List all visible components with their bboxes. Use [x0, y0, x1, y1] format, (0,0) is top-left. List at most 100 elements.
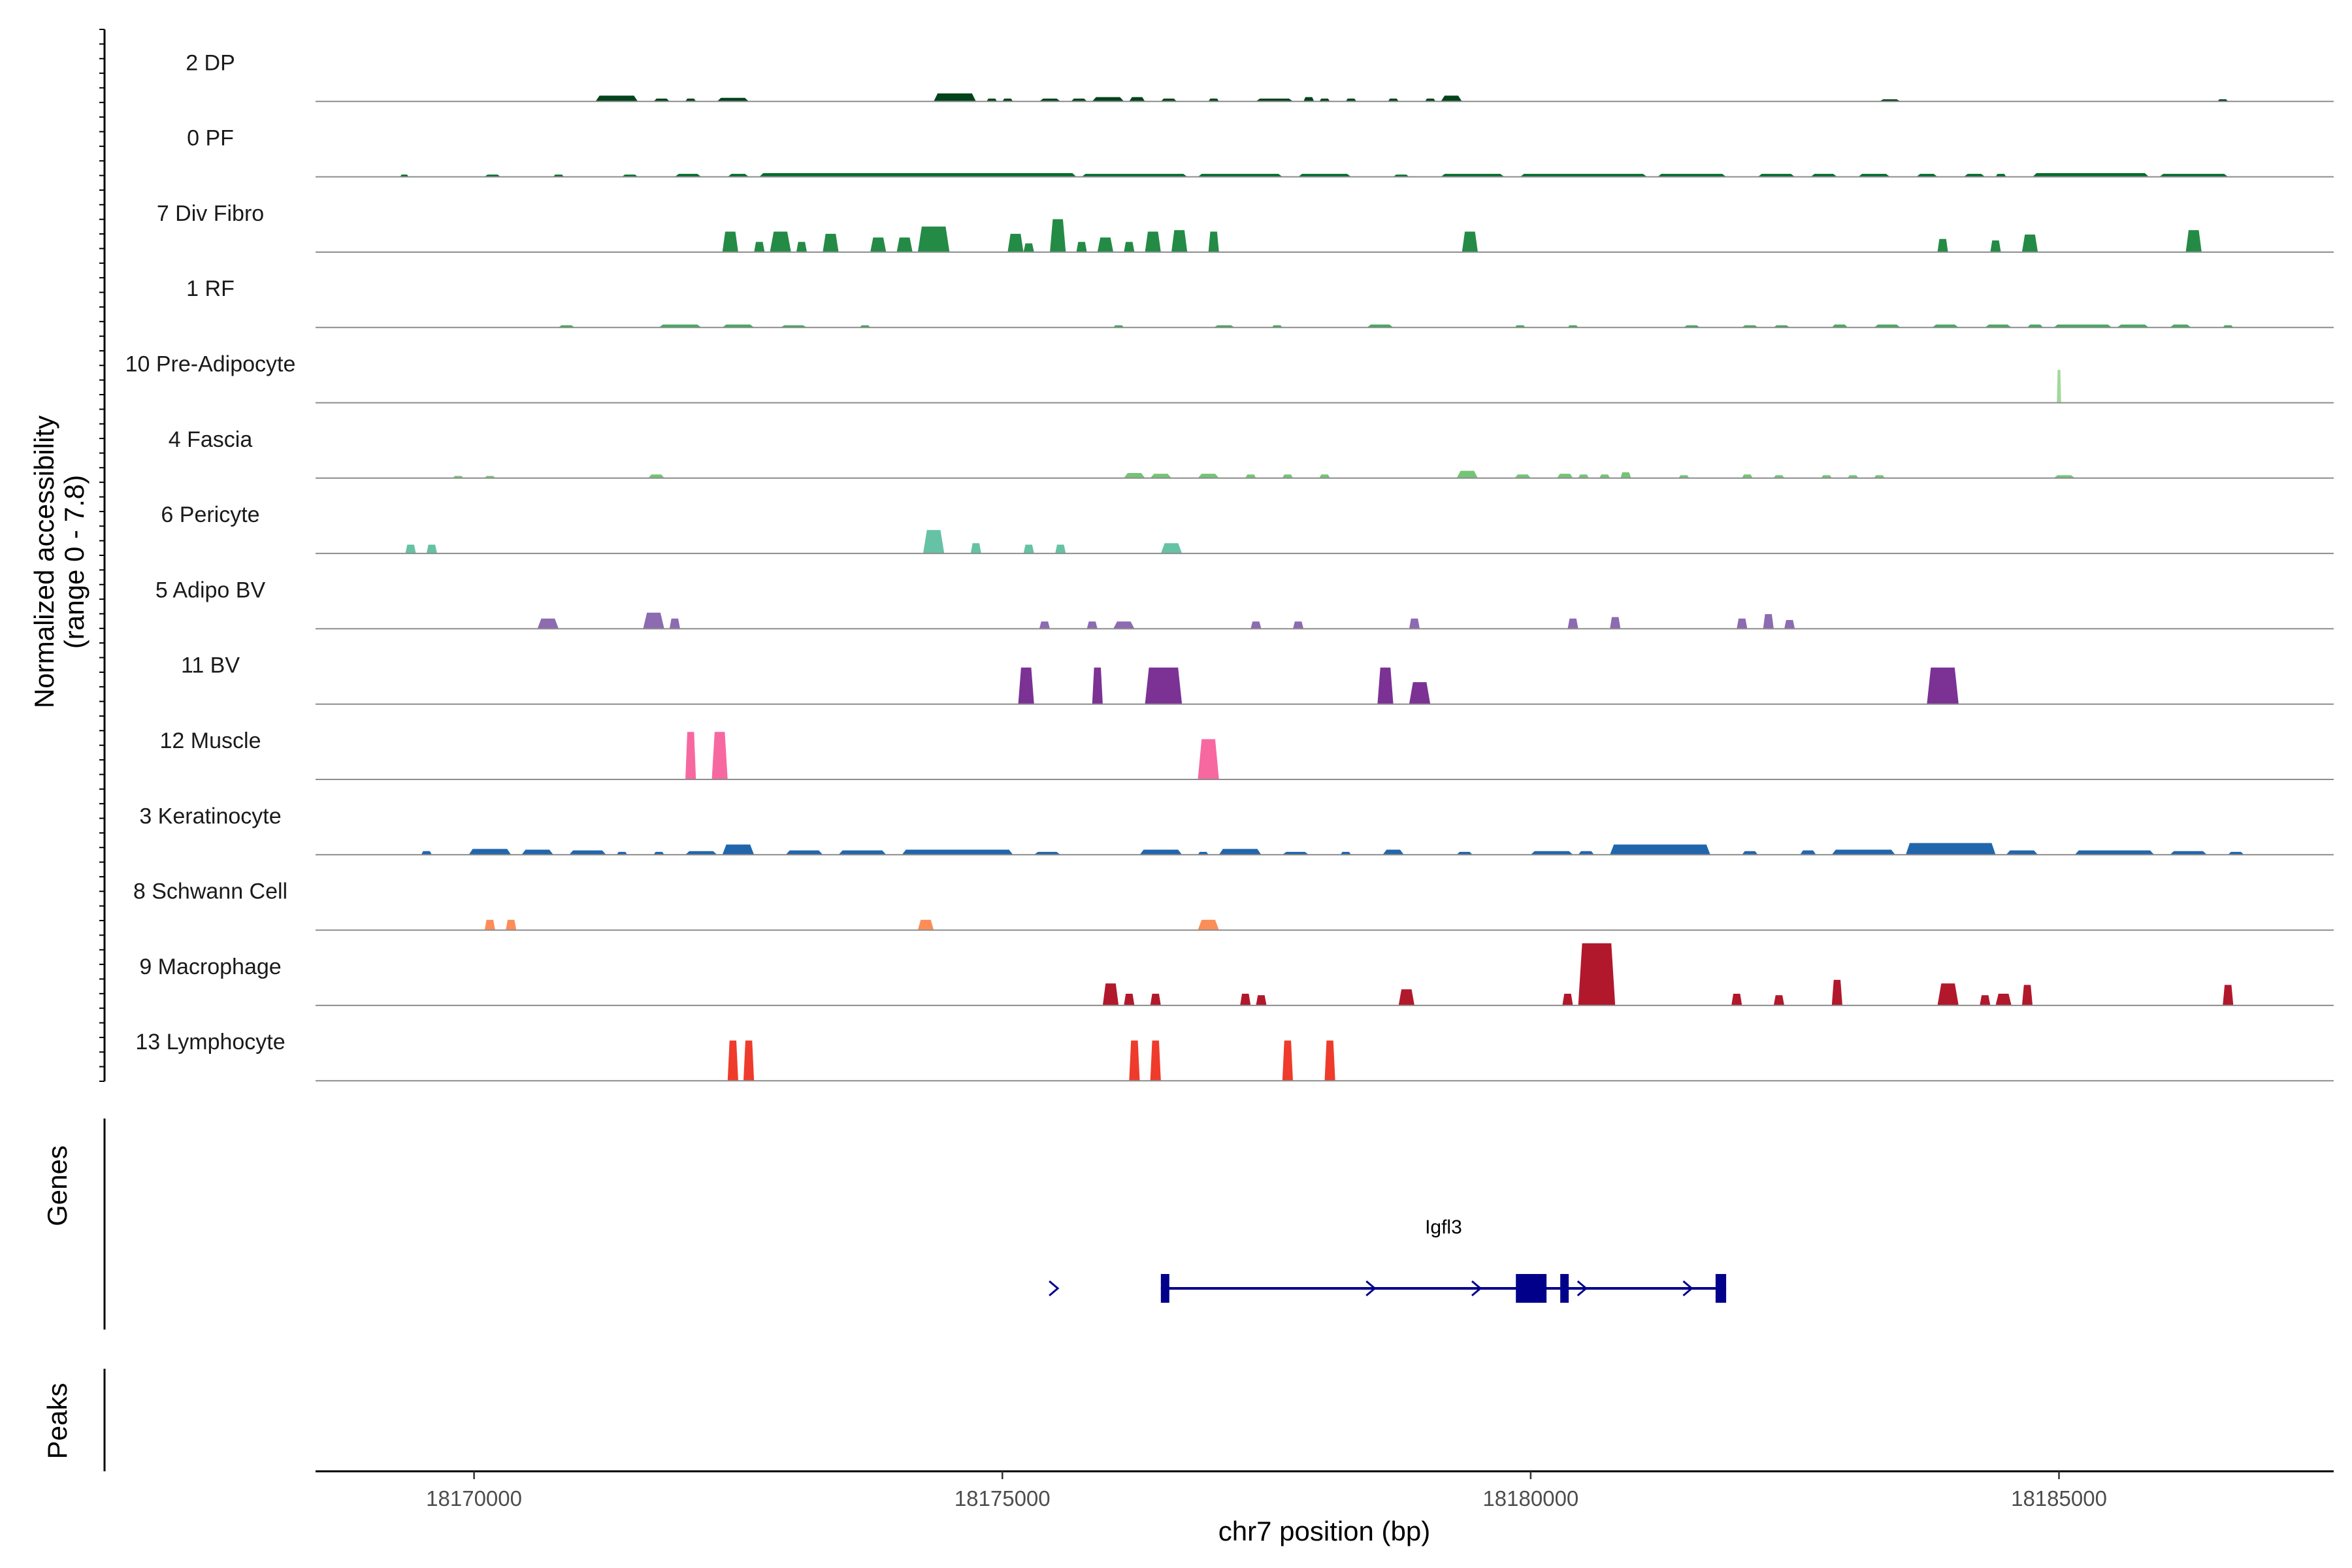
peak: [1578, 943, 1616, 1005]
peak: [1324, 1040, 1335, 1081]
peak: [1784, 619, 1795, 629]
peak: [1250, 621, 1262, 629]
peak: [1124, 472, 1145, 478]
gene-exon: [1516, 1274, 1547, 1303]
peak: [1076, 242, 1087, 252]
track-label: 7 Div Fibro: [157, 201, 264, 226]
peak: [838, 850, 887, 855]
peak: [1113, 621, 1135, 629]
gene-label: Igfl3: [1425, 1217, 1462, 1238]
track-9-macrophage: 9 Macrophage: [139, 943, 2334, 1006]
peak: [1023, 544, 1034, 554]
track-label: 5 Adipo BV: [155, 578, 266, 602]
peak: [1599, 474, 1610, 478]
track-10-pre-adipocyte: 10 Pre-Adipocyte: [125, 352, 2334, 404]
peak: [1319, 474, 1330, 478]
peak: [2006, 850, 2038, 855]
peak: [1578, 474, 1589, 478]
peak: [1520, 174, 1647, 177]
peak: [1610, 844, 1710, 855]
peak: [1129, 97, 1145, 102]
peak: [674, 174, 702, 177]
peak: [426, 544, 437, 554]
peak: [685, 98, 696, 102]
peak: [1282, 474, 1293, 478]
peak: [1995, 174, 2006, 177]
peak: [2170, 324, 2191, 328]
peak: [1678, 475, 1690, 478]
track-8-schwann-cell: 8 Schwann Cell: [133, 879, 2334, 931]
peak: [870, 237, 887, 252]
peak: [1150, 993, 1161, 1005]
peak: [1198, 919, 1219, 930]
peak: [1145, 231, 1161, 252]
peak: [934, 93, 976, 102]
peak: [1240, 993, 1251, 1005]
peak: [823, 233, 839, 252]
peak: [1218, 849, 1262, 855]
peak: [759, 173, 1077, 177]
peak: [1906, 843, 1996, 855]
peak: [1023, 243, 1034, 252]
peak: [1198, 474, 1219, 478]
peak: [1092, 667, 1103, 704]
peak: [711, 732, 728, 779]
peak: [1578, 851, 1594, 855]
peak: [1441, 174, 1505, 177]
peak: [1382, 849, 1404, 855]
peak: [1932, 324, 1959, 328]
peak: [1071, 98, 1087, 102]
peak: [468, 849, 512, 855]
peak: [1937, 983, 1959, 1005]
peak: [1303, 97, 1315, 102]
peak: [1145, 667, 1183, 704]
gene-strand-arrow: [1365, 1280, 1377, 1297]
peak: [1171, 230, 1188, 252]
peak: [2053, 324, 2112, 328]
peak: [1848, 475, 1859, 478]
peak: [421, 851, 432, 855]
peak: [1282, 1040, 1293, 1081]
tracks-layer: 2 DP 0 PF 7 Div Fibro 1 RF 10 Pre-Adipocyte 4…: [125, 50, 2334, 1082]
peak: [1742, 474, 1753, 478]
peak: [1874, 475, 1885, 478]
peak: [1282, 851, 1309, 855]
peak: [2159, 174, 2229, 177]
peak: [2223, 985, 2234, 1005]
track-5-adipo-bv: 5 Adipo BV: [155, 578, 2334, 630]
peak: [1562, 993, 1573, 1005]
y-axis-title: Normalized accessibility: [29, 416, 59, 708]
peak: [2074, 850, 2155, 855]
peak: [1916, 174, 1938, 177]
peak: [653, 851, 664, 855]
peak: [1319, 98, 1330, 102]
track-label: 12 Muscle: [160, 728, 261, 753]
peak: [521, 849, 553, 855]
track-2-dp: 2 DP: [186, 50, 2334, 103]
peak: [659, 324, 702, 328]
peak: [1018, 667, 1034, 704]
y-axis-layer: [99, 29, 106, 1471]
peak: [1610, 617, 1621, 629]
peak: [1731, 993, 1742, 1005]
peak: [1409, 618, 1420, 629]
track-13-lymphocyte: 13 Lymphocyte: [135, 1030, 2334, 1082]
peak: [1124, 993, 1135, 1005]
peak: [1514, 474, 1531, 478]
peak: [1150, 1040, 1161, 1081]
peak: [1831, 979, 1842, 1005]
track-label: 11 BV: [181, 653, 240, 678]
peak: [653, 98, 670, 102]
peak: [727, 174, 749, 177]
peak: [1557, 474, 1573, 478]
peak: [1980, 995, 1991, 1005]
peak: [1441, 95, 1462, 102]
peak: [669, 618, 680, 629]
peak: [2053, 475, 2075, 478]
peak: [2021, 235, 2038, 252]
peak: [785, 850, 823, 855]
peak: [1567, 618, 1578, 629]
gene-strand-arrow: [1576, 1280, 1588, 1297]
peak: [1858, 174, 1890, 177]
peak: [1124, 242, 1135, 252]
